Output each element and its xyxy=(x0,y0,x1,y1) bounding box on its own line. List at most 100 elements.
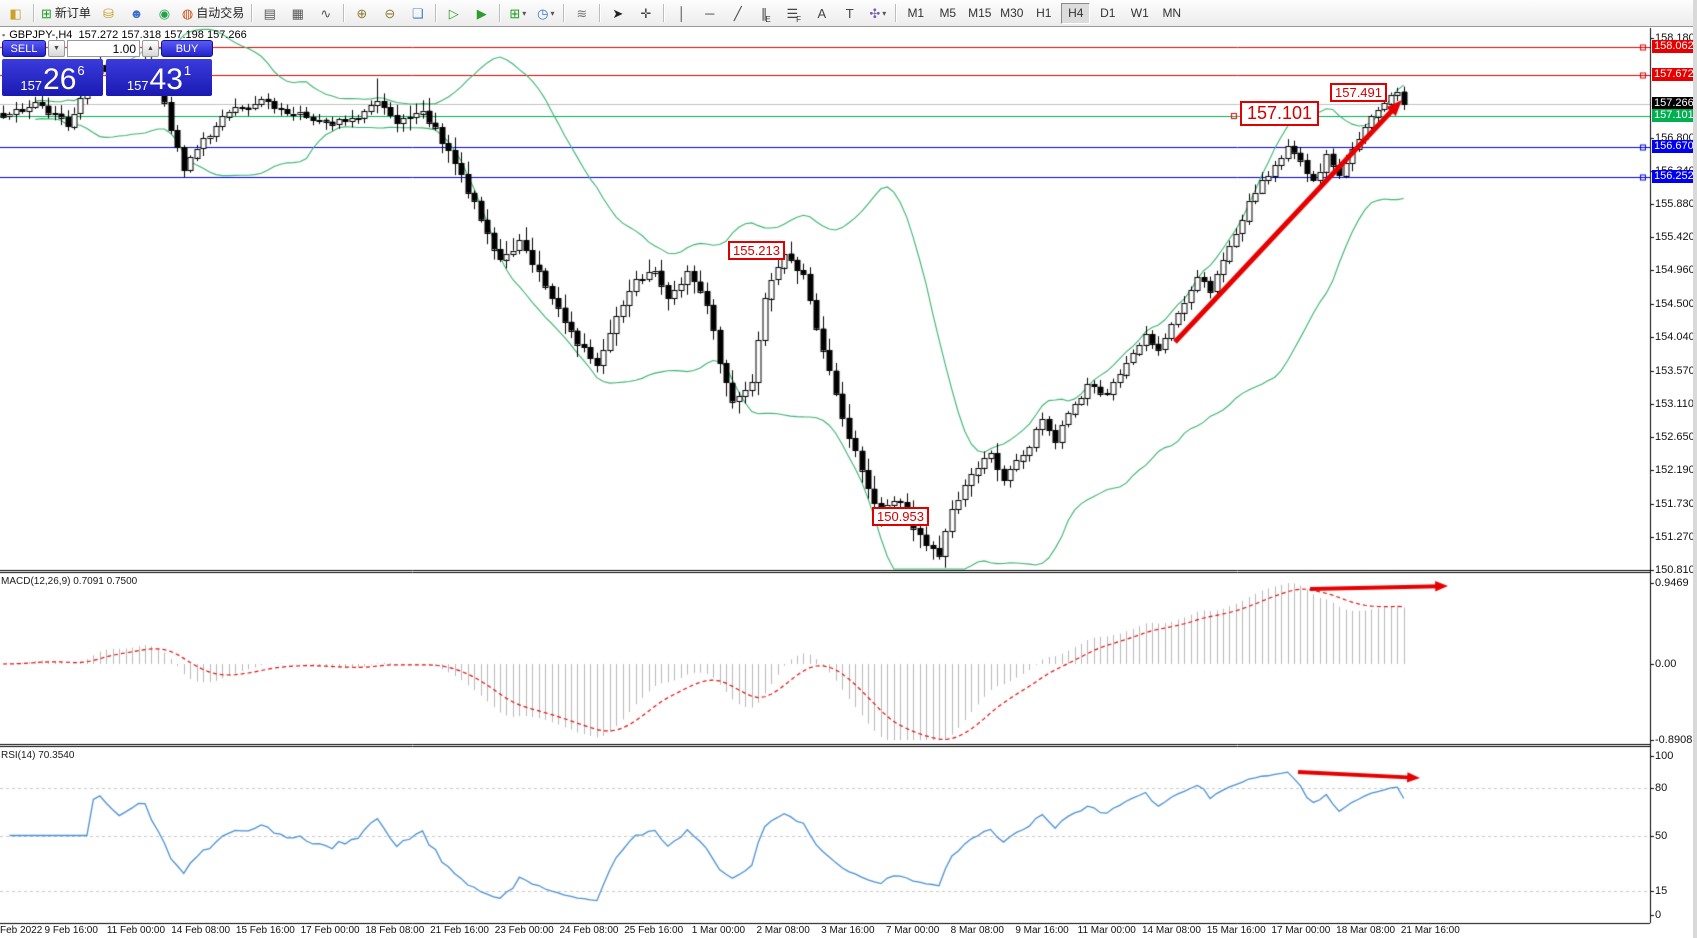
volume-decrease-button[interactable]: ▼ xyxy=(48,40,65,57)
rsi-axis-tick: 80 xyxy=(1655,781,1668,794)
rsi-axis-tick: 15 xyxy=(1655,885,1668,898)
price-tick: 154.500 xyxy=(1655,297,1695,310)
timeframe-button-w1[interactable]: W1 xyxy=(1130,6,1149,20)
timeframe-button-m15[interactable]: M15 xyxy=(968,6,992,20)
new-order-button-label: 新订单 xyxy=(54,5,91,20)
autotrade-button[interactable]: ◍ 自动交易 xyxy=(179,2,247,25)
toolbar: ◧ ⊞ 新订单 ⛁ ☻ ◉ ◍ 自动交易 ▤ ▦ ∿ ⊕ ⊖ ❏ ▷ ▶ ⊞ ▾ ◷ ▾ ≋ ➤ ✛ │ ─ ╱ ∥ E ☰ F A T ✣ ▾ M… xyxy=(0,0,1697,27)
indicators-icon[interactable]: ≋ xyxy=(568,2,595,25)
dropdown-caret-icon: ▾ xyxy=(550,8,555,18)
fibonacci-icon[interactable]: ☰ F xyxy=(780,2,807,25)
buy-button[interactable]: BUY xyxy=(161,40,213,57)
icon-subscript: F xyxy=(796,14,802,24)
price-tick: 153.110 xyxy=(1655,397,1694,410)
channel-icon[interactable]: ∥ E xyxy=(752,2,779,25)
text-icon[interactable]: A xyxy=(808,2,835,25)
time-label: 11 Mar 00:00 xyxy=(1077,925,1136,936)
time-label: 8 Mar 08:00 xyxy=(950,925,1004,936)
price-tag-mar-low[interactable]: 150.953 xyxy=(872,507,929,526)
price-tick: 155.420 xyxy=(1655,231,1695,244)
time-label: 18 Feb 08:00 xyxy=(365,925,425,936)
time-label: 17 Feb 00:00 xyxy=(300,925,360,936)
line-chart-icon: ∿ xyxy=(320,5,332,21)
time-label: 18 Mar 08:00 xyxy=(1336,925,1396,936)
time-label: 3 Mar 16:00 xyxy=(821,925,875,936)
toolbar-separator xyxy=(33,4,34,22)
crosshair-icon[interactable]: ✛ xyxy=(632,2,659,25)
line-chart-icon[interactable]: ∿ xyxy=(312,2,339,25)
label-icon: T xyxy=(845,5,854,21)
time-label: 14 Feb 08:00 xyxy=(171,925,231,936)
price-tag-recent-high[interactable]: 157.491 xyxy=(1330,83,1387,102)
volume-input[interactable] xyxy=(67,40,140,57)
zoom-out-icon[interactable]: ⊖ xyxy=(376,2,403,25)
chart-partial-icon[interactable]: ◧ xyxy=(2,2,29,25)
volume-increase-button[interactable]: ▲ xyxy=(142,40,159,57)
horizontal-line-icon[interactable]: ─ xyxy=(696,2,723,25)
timeframe-button-h4[interactable]: H4 xyxy=(1061,2,1091,24)
vertical-line-icon[interactable]: │ xyxy=(668,2,695,25)
cascade-windows-icon[interactable]: ▷ xyxy=(440,2,467,25)
price-level-box: 156.252 xyxy=(1652,170,1697,184)
autotrade-button: ◍ xyxy=(181,5,194,21)
zoom-in-icon[interactable]: ⊕ xyxy=(348,2,375,25)
price-level-box: 158.062 xyxy=(1652,39,1697,53)
toolbar-separator xyxy=(563,4,565,22)
new-order-button[interactable]: ⊞ 新订单 xyxy=(38,2,94,25)
profile-icon: ☻ xyxy=(129,5,144,21)
price-tag-level[interactable]: 157.101 xyxy=(1240,101,1320,126)
timeframe-button-m1[interactable]: M1 xyxy=(907,6,925,20)
candlestick-chart-icon[interactable]: ▦ xyxy=(284,2,311,25)
timeframe-button-m30[interactable]: M30 xyxy=(1000,6,1024,20)
price-tick: 154.040 xyxy=(1655,330,1695,343)
trendline-icon[interactable]: ╱ xyxy=(724,2,751,25)
buy-price-prefix: 157 xyxy=(126,78,149,93)
coins-icon[interactable]: ⛁ xyxy=(95,2,122,25)
time-label: 23 Feb 00:00 xyxy=(494,925,554,936)
price-tag-feb-peak[interactable]: 155.213 xyxy=(728,241,785,260)
period-dropdown[interactable]: ◷ ▾ xyxy=(532,2,559,25)
label-icon[interactable]: T xyxy=(836,2,863,25)
macd-indicator-label: MACD(12,26,9) 0.7091 0.7500 xyxy=(1,576,138,587)
sell-button[interactable]: SELL xyxy=(2,40,46,57)
new-chart-dropdown[interactable]: ⊞ ▾ xyxy=(504,2,531,25)
arrows-dropdown[interactable]: ✣ ▾ xyxy=(864,2,891,25)
zoom-out-icon: ⊖ xyxy=(384,5,396,21)
timeframe-button-d1[interactable]: D1 xyxy=(1100,6,1116,20)
autotrade-button-label: 自动交易 xyxy=(196,5,245,20)
symbol-title: GBPJPY-,H4 xyxy=(9,29,73,41)
vertical-line-icon: │ xyxy=(677,5,686,21)
macd-axis-max: 0.9469 xyxy=(1655,577,1689,590)
crosshair-icon: ✛ xyxy=(640,5,652,21)
time-label: 21 Mar 16:00 xyxy=(1400,925,1460,936)
cursor-icon[interactable]: ➤ xyxy=(604,2,631,25)
timeframe-button-h1[interactable]: H1 xyxy=(1036,6,1052,20)
timeframe-button-mn[interactable]: MN xyxy=(1162,6,1182,20)
timeframe-button-m5[interactable]: M5 xyxy=(939,6,957,20)
profile-icon[interactable]: ☻ xyxy=(123,2,150,25)
time-label: 9 Feb 16:00 xyxy=(44,925,98,936)
price-tick: 151.730 xyxy=(1655,497,1695,510)
price-tick: 155.880 xyxy=(1655,198,1695,211)
toolbar-separator xyxy=(343,4,345,22)
macd-axis-zero: 0.00 xyxy=(1655,658,1677,670)
sell-price-display[interactable]: 157 26 6 xyxy=(2,59,103,96)
new-window-icon[interactable]: ▶ xyxy=(468,2,495,25)
bar-chart-icon[interactable]: ▤ xyxy=(256,2,283,25)
bar-chart-icon: ▤ xyxy=(263,5,276,21)
macd-axis-min: -0.8908 xyxy=(1655,734,1693,747)
price-level-box: 157.266 xyxy=(1652,96,1697,110)
signal-icon[interactable]: ◉ xyxy=(151,2,178,25)
time-label: 1 Mar 00:00 xyxy=(691,925,746,936)
price-level-box: 157.101 xyxy=(1652,108,1697,122)
tile-windows-icon[interactable]: ❏ xyxy=(404,2,431,25)
new-order-button: ⊞ xyxy=(41,5,52,21)
buy-price-pip: 1 xyxy=(183,63,192,78)
chart-partial-icon: ◧ xyxy=(9,5,22,21)
symbol-ohlc-quotes: 157.272 157.318 157.198 157.266 xyxy=(78,29,247,41)
new-chart-dropdown: ⊞ xyxy=(509,5,521,21)
new-window-icon: ▶ xyxy=(476,5,487,21)
toolbar-separator xyxy=(499,4,501,22)
buy-price-display[interactable]: 157 43 1 xyxy=(106,59,212,96)
